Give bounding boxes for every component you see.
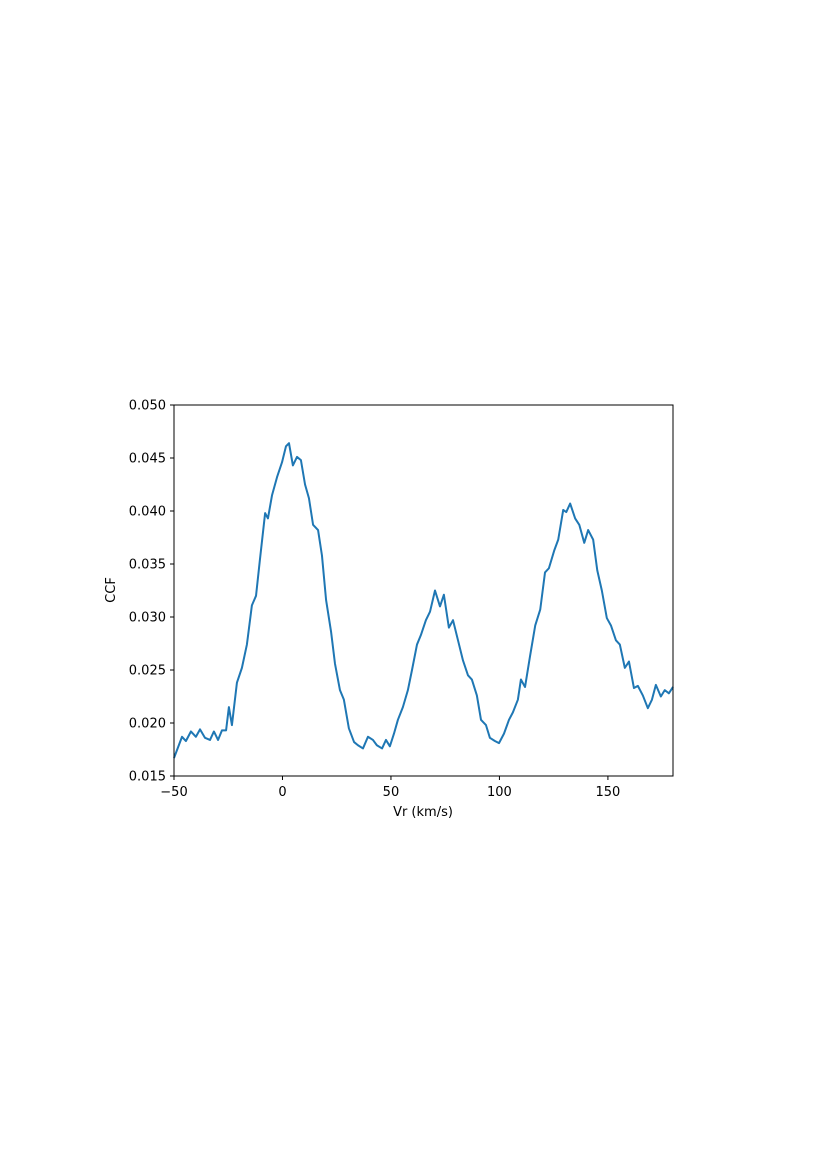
- y-tick-label: 0.025: [129, 664, 166, 679]
- x-tick-label: 50: [383, 785, 400, 800]
- x-tick-label: −50: [160, 785, 187, 800]
- y-axis-label: CCF: [104, 577, 119, 603]
- y-tick-label: 0.035: [129, 558, 166, 573]
- x-tick-label: 0: [278, 785, 286, 800]
- data-line: [173, 442, 674, 759]
- y-tick-label: 0.020: [129, 717, 166, 732]
- y-tick-label: 0.045: [129, 452, 166, 467]
- x-tick-label: 100: [487, 785, 512, 800]
- y-tick-label: 0.030: [129, 611, 166, 626]
- y-tick-label: 0.040: [129, 505, 166, 520]
- plot-frame: [173, 404, 674, 777]
- y-tick-label: 0.015: [129, 770, 166, 785]
- x-tick-label: 150: [595, 785, 620, 800]
- x-axis-label: Vr (km/s): [393, 805, 453, 820]
- y-tick-label: 0.050: [129, 399, 166, 414]
